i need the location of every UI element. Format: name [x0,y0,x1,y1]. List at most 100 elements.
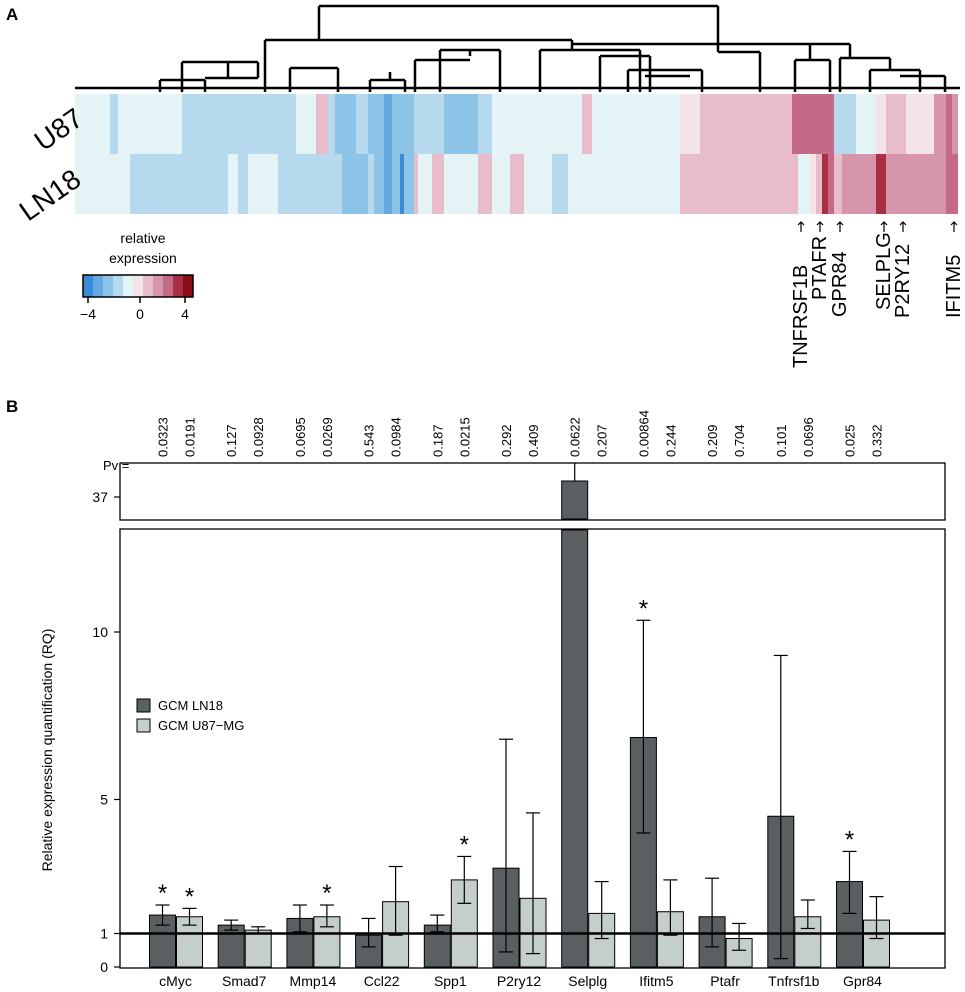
heatmap-cell-ln18 [568,154,582,214]
significance-star: * [158,880,167,907]
heatmap-cell-ln18 [700,154,782,214]
heatmap-cell-u87 [834,94,842,154]
heatmap-cell-ln18 [828,154,834,214]
heatmap-cell-u87 [906,94,934,154]
gene-label-selplg: SELPLG [873,232,895,310]
heatmap-cell-u87 [946,94,952,154]
legend-label-u87: GCM U87−MG [158,718,244,733]
heatmap-cell-ln18 [75,154,110,214]
heatmap-cell-u87 [316,94,328,154]
colorbar-tick-neg4: −4 [80,306,96,322]
heatmap-cell-u87 [444,94,458,154]
gene-label-gpr84: GPR84 [829,251,851,317]
gene-label-ifitm5: IFITM5 [943,255,965,318]
colorbar-swatch [83,275,94,297]
y-tick-label: 5 [100,792,108,808]
x-tick-label: Ptafr [710,973,740,989]
panel-b-letter: B [6,397,18,416]
heatmap-cell-u87 [238,94,248,154]
heatmap-cell-ln18 [404,154,414,214]
colorbar-frame [82,274,194,298]
heatmap-cell-u87 [872,94,876,154]
significance-star: * [845,826,854,853]
heatmap-cell-ln18 [316,154,328,214]
colorbar-swatch [113,275,124,297]
bar [244,929,272,968]
legend-label-ln18: GCM LN18 [158,698,223,713]
heatmap-cell-ln18 [182,154,228,214]
heatmap-cell-u87 [492,94,510,154]
heatmap-cell-ln18 [418,154,432,214]
colorbar-swatch [123,275,134,297]
heatmap-cell-ln18 [248,154,278,214]
heatmap-cell-u87 [582,94,592,154]
heatmap-cell-ln18 [872,154,876,214]
heatmap-cell-u87 [934,94,946,154]
heatmap-cell-u87 [404,94,414,154]
pv-prefix: Pv = [103,458,129,473]
heatmap-cell-u87 [228,94,238,154]
heatmap-cell-u87 [828,94,834,154]
heatmap-cell-ln18 [524,154,552,214]
gene-label-ptafr: PTAFR [809,236,831,300]
x-tick-label: cMyc [159,973,192,989]
heatmap-cell-ln18 [368,154,374,214]
heatmap-cell-u87 [700,94,782,154]
heatmap-cell-u87 [478,94,492,154]
heatmap-cell-ln18 [118,154,130,214]
colorbar [82,274,194,303]
heatmap-cell-ln18 [886,154,906,214]
heatmap-cell-u87 [392,94,400,154]
colorbar-swatch [163,275,174,297]
heatmap-cell-ln18 [458,154,478,214]
gene-label-p2ry12: P2RY12 [892,244,914,318]
pvalue-label: 0.207 [595,424,610,457]
pvalue-label: 0.409 [526,424,541,457]
heatmap-cell-u87 [952,94,958,154]
x-tick-label: Selplg [568,973,607,989]
heatmap-cell-u87 [374,94,384,154]
pvalue-label: 0.543 [362,424,377,457]
heatmap-cell-ln18 [822,154,828,214]
main-plot-frame [119,528,946,969]
pvalue-label: 0.025 [843,424,858,457]
pvalue-label: 0.0323 [156,417,171,457]
y-tick-label: 1 [100,926,108,942]
dendrogram [75,4,960,92]
heatmap-cell-ln18 [792,154,798,214]
heatmap-cell-ln18 [342,154,356,214]
pvalue-label: 0.0695 [293,417,308,457]
heatmap-cell-ln18 [946,154,952,214]
heatmap-cell-ln18 [816,154,822,214]
heatmap-cell-ln18 [478,154,492,214]
pvalue-label: 0.292 [499,424,514,457]
pvalue-label: 0.0928 [251,417,266,457]
heatmap-cell-u87 [856,94,872,154]
heatmap-cell-ln18 [374,154,384,214]
significance-star: * [639,595,648,622]
heatmap-cell-ln18 [328,154,335,214]
heatmap-cell-ln18 [834,154,842,214]
bar [836,881,863,968]
heatmap-cell-ln18 [876,154,886,214]
heatmap-cell-ln18 [296,154,316,214]
heatmap-cell-u87 [418,94,432,154]
heatmap-cell-u87 [296,94,316,154]
heatmap-cell-u87 [400,94,404,154]
heatmap-cell-ln18 [582,154,592,214]
heatmap-cell-ln18 [952,154,958,214]
heatmap-cell-u87 [335,94,342,154]
pvalue-label: 0.0191 [183,417,198,457]
pvalue-label: 0.00864 [636,410,651,457]
panel-a-letter: A [6,5,18,24]
x-tick-label: Ifitm5 [639,973,673,989]
x-tick-label: Smad7 [222,973,267,989]
heatmap-cell-u87 [822,94,828,154]
colorbar-swatch [93,275,104,297]
heatmap-cell-ln18 [278,154,296,214]
heatmap-cell-ln18 [810,154,816,214]
x-tick-label: P2ry12 [497,973,542,989]
heatmap-cell-u87 [816,94,822,154]
heatmap-cell-ln18 [110,154,118,214]
